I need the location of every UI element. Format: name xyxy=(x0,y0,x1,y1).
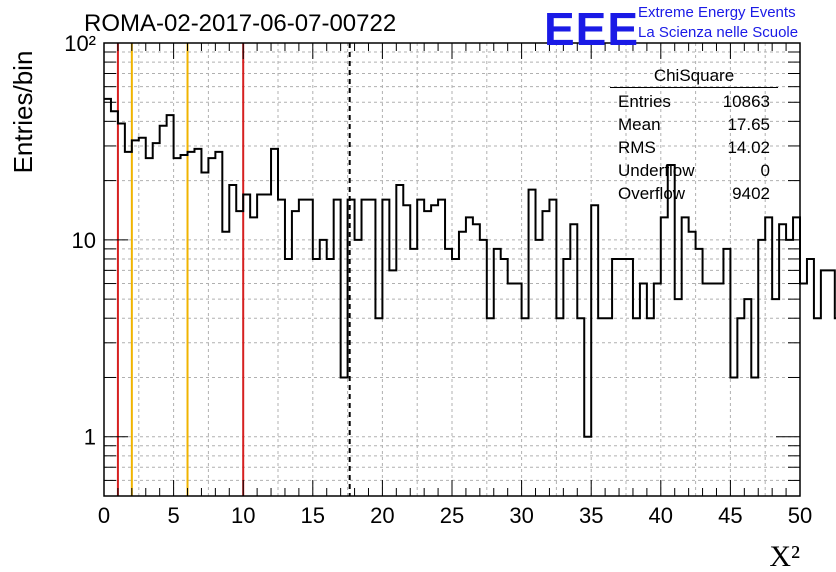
x-tick-label: 5 xyxy=(167,503,179,528)
x-axis-label: X² xyxy=(769,540,800,572)
y-tick-label: 1 xyxy=(84,425,96,450)
stats-value: 17.65 xyxy=(727,115,770,134)
eee-logo: EEE xyxy=(544,3,640,55)
x-tick-label: 30 xyxy=(509,503,533,528)
x-tick-label: 0 xyxy=(98,503,110,528)
stats-label: Underflow xyxy=(618,161,695,180)
x-tick-label: 25 xyxy=(440,503,464,528)
x-tick-label: 15 xyxy=(301,503,325,528)
y-tick-label: 10 xyxy=(72,228,96,253)
x-tick-label: 45 xyxy=(718,503,742,528)
stats-label: Mean xyxy=(618,115,661,134)
x-tick-label: 50 xyxy=(788,503,812,528)
x-tick-labels: 0 5 10 15 20 25 30 35 40 45 50 xyxy=(98,503,812,528)
logo-line-2: La Scienza nelle Scuole xyxy=(638,24,799,41)
stats-value: 10863 xyxy=(722,92,770,111)
stats-label: RMS xyxy=(618,138,656,157)
x-tick-label: 35 xyxy=(579,503,603,528)
marker-lines xyxy=(116,43,351,496)
stats-value: 9402 xyxy=(732,184,770,203)
histogram-series xyxy=(104,97,836,438)
y-tick-labels: 1 10 10² xyxy=(64,31,96,450)
stats-value: 0 xyxy=(760,161,770,180)
stats-label: Overflow xyxy=(618,184,686,203)
logo-line-1: Extreme Energy Events xyxy=(638,4,796,21)
x-tick-label: 40 xyxy=(649,503,673,528)
stats-label: Entries xyxy=(618,92,671,111)
stats-row-rms: RMS 14.02 xyxy=(610,136,778,159)
stats-row-mean: Mean 17.65 xyxy=(610,113,778,136)
stats-title: ChiSquare xyxy=(610,66,778,88)
stats-row-underflow: Underflow 0 xyxy=(610,159,778,182)
y-axis-label: Entries/bin xyxy=(8,51,38,174)
stats-row-entries: Entries 10863 xyxy=(610,90,778,113)
x-tick-label: 10 xyxy=(231,503,255,528)
x-tick-label: 20 xyxy=(370,503,394,528)
axis-ticks xyxy=(103,43,801,497)
stats-row-overflow: Overflow 9402 xyxy=(610,182,778,205)
grid-lines xyxy=(104,43,800,496)
y-tick-label: 10² xyxy=(64,31,96,56)
chart-title: ROMA-02-2017-06-07-00722 xyxy=(84,10,397,37)
stats-box: ChiSquare Entries 10863 Mean 17.65 RMS 1… xyxy=(610,66,778,205)
stats-value: 14.02 xyxy=(727,138,770,157)
